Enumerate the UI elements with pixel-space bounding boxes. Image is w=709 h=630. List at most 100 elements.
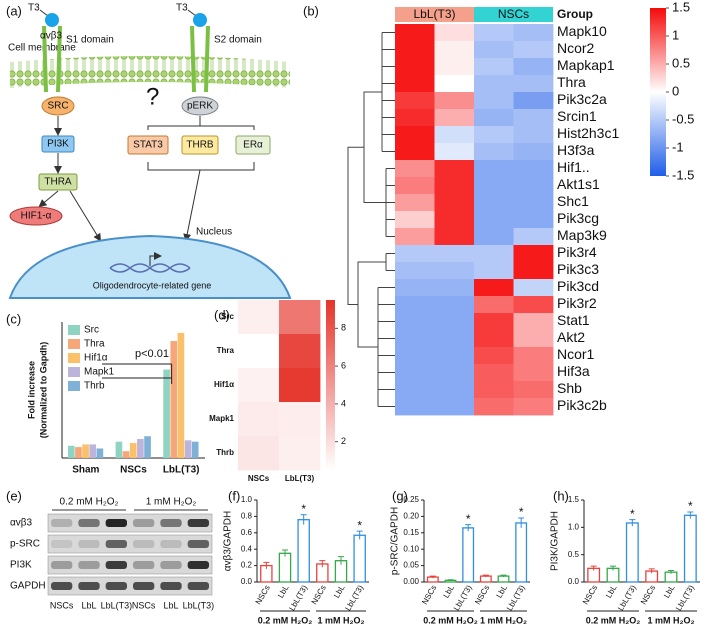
bar (177, 332, 185, 458)
band (133, 540, 155, 548)
heatmap-cell (474, 262, 514, 280)
column-label: LbL(T3) (285, 474, 315, 483)
ligand (45, 13, 59, 27)
bar (144, 436, 151, 458)
y-axis-label: PI3K/GAPDH (550, 511, 561, 571)
band (160, 540, 182, 548)
band (51, 519, 73, 527)
western-blot: (e) (6, 488, 22, 503)
heatmap-cell (474, 313, 514, 331)
error-bar (465, 524, 472, 532)
membrane-label: Cell membrane (8, 43, 76, 54)
error-bar (648, 568, 655, 574)
x-tick-label: NSCs (420, 584, 438, 607)
legend-swatch (68, 339, 80, 349)
row-label: Map3k9 (557, 227, 607, 243)
error-bar (590, 565, 597, 571)
panel-label: (c) (6, 311, 21, 326)
row-label: Srcin1 (557, 108, 597, 124)
heatmap-cell (513, 279, 554, 297)
heatmap-cell (238, 436, 280, 471)
question-mark: ? (146, 83, 159, 110)
node-label: STAT3 (133, 140, 163, 151)
blot-strip (47, 534, 213, 554)
y-tick-label: 1.5 (568, 495, 580, 504)
heatmap-cell (513, 58, 554, 76)
heatmap-cell (513, 75, 554, 93)
heatmap-cell (395, 398, 435, 416)
row-label: Pik3c2a (557, 91, 607, 107)
bar (89, 444, 97, 458)
heatmap-cell (474, 194, 514, 212)
error-bar (338, 556, 344, 565)
band (187, 540, 209, 548)
heatmap-cell (474, 330, 514, 348)
heatmap-cell (474, 211, 514, 229)
group-label: NSCs (498, 7, 529, 21)
y-tick-label: 0.0 (241, 577, 253, 586)
heatmap-cell (434, 211, 475, 229)
heatmap-cell (434, 347, 475, 365)
heatmap-cell (474, 109, 514, 127)
colorbar-tick-label: 6 (341, 360, 346, 370)
heatmap-cell (279, 436, 321, 471)
error-bar (668, 570, 674, 574)
row-label: Pik3c3 (557, 261, 599, 277)
x-tick-label: NSCs (581, 584, 599, 607)
heatmap-cell (238, 300, 280, 335)
legend-swatch (68, 325, 80, 335)
heatmap-cell (513, 160, 554, 178)
lane-label: NSCs (50, 600, 74, 610)
heatmap-cell (513, 126, 554, 144)
colorbar-tick-label: 0 (672, 83, 679, 98)
condition-label: 1 mM H₂O₂ (146, 497, 197, 508)
domain-label: S2 domain (214, 35, 262, 46)
bar (462, 527, 475, 583)
heatmap-cell (513, 194, 554, 212)
heatmap-cell (238, 334, 280, 369)
bar (75, 447, 82, 458)
heatmap-cell (395, 211, 435, 229)
row-label: Mapk10 (557, 23, 607, 39)
legend-label: Hif1α (84, 353, 108, 364)
row-label: Thrb (216, 448, 234, 457)
node (235, 135, 271, 155)
error-bar (319, 560, 326, 568)
row-label: Shb (557, 380, 582, 396)
y-tick-label: 1.0 (568, 522, 580, 531)
heatmap-cell (513, 109, 554, 127)
band (105, 582, 127, 590)
error-bar (447, 579, 454, 582)
x-tick-label: NSCs (254, 584, 272, 607)
band (187, 582, 209, 590)
row-label: Hif3a (557, 363, 590, 379)
significance: * (688, 499, 693, 513)
group-title: Group (557, 7, 593, 21)
x-tick-label: NSCs (120, 465, 147, 476)
heatmap-cell (513, 347, 554, 365)
error-bar (429, 575, 436, 579)
node-label: pERK (187, 101, 213, 112)
node-label: THRA (44, 177, 72, 188)
y-tick-label: 0.5 (568, 550, 580, 559)
heatmap-cell (395, 177, 435, 195)
heatmap-cell (395, 24, 435, 42)
heatmap-cell (279, 368, 321, 403)
bracket (147, 116, 255, 130)
heatmap-cell (395, 194, 435, 212)
legend-label: Mapk1 (84, 367, 114, 378)
row-label: Akt1s1 (557, 176, 600, 192)
band (78, 519, 100, 527)
bar (163, 369, 170, 458)
node (181, 96, 219, 116)
panel-label: (d) (214, 307, 230, 322)
band (160, 561, 182, 569)
node-label: SRC (47, 101, 68, 112)
error-bar (518, 517, 525, 528)
bar (170, 341, 178, 458)
y-tick-label: 0.20 (403, 512, 419, 521)
x-tick-label: LbL (604, 583, 619, 600)
band (105, 561, 127, 569)
heatmap-cell (395, 228, 435, 246)
